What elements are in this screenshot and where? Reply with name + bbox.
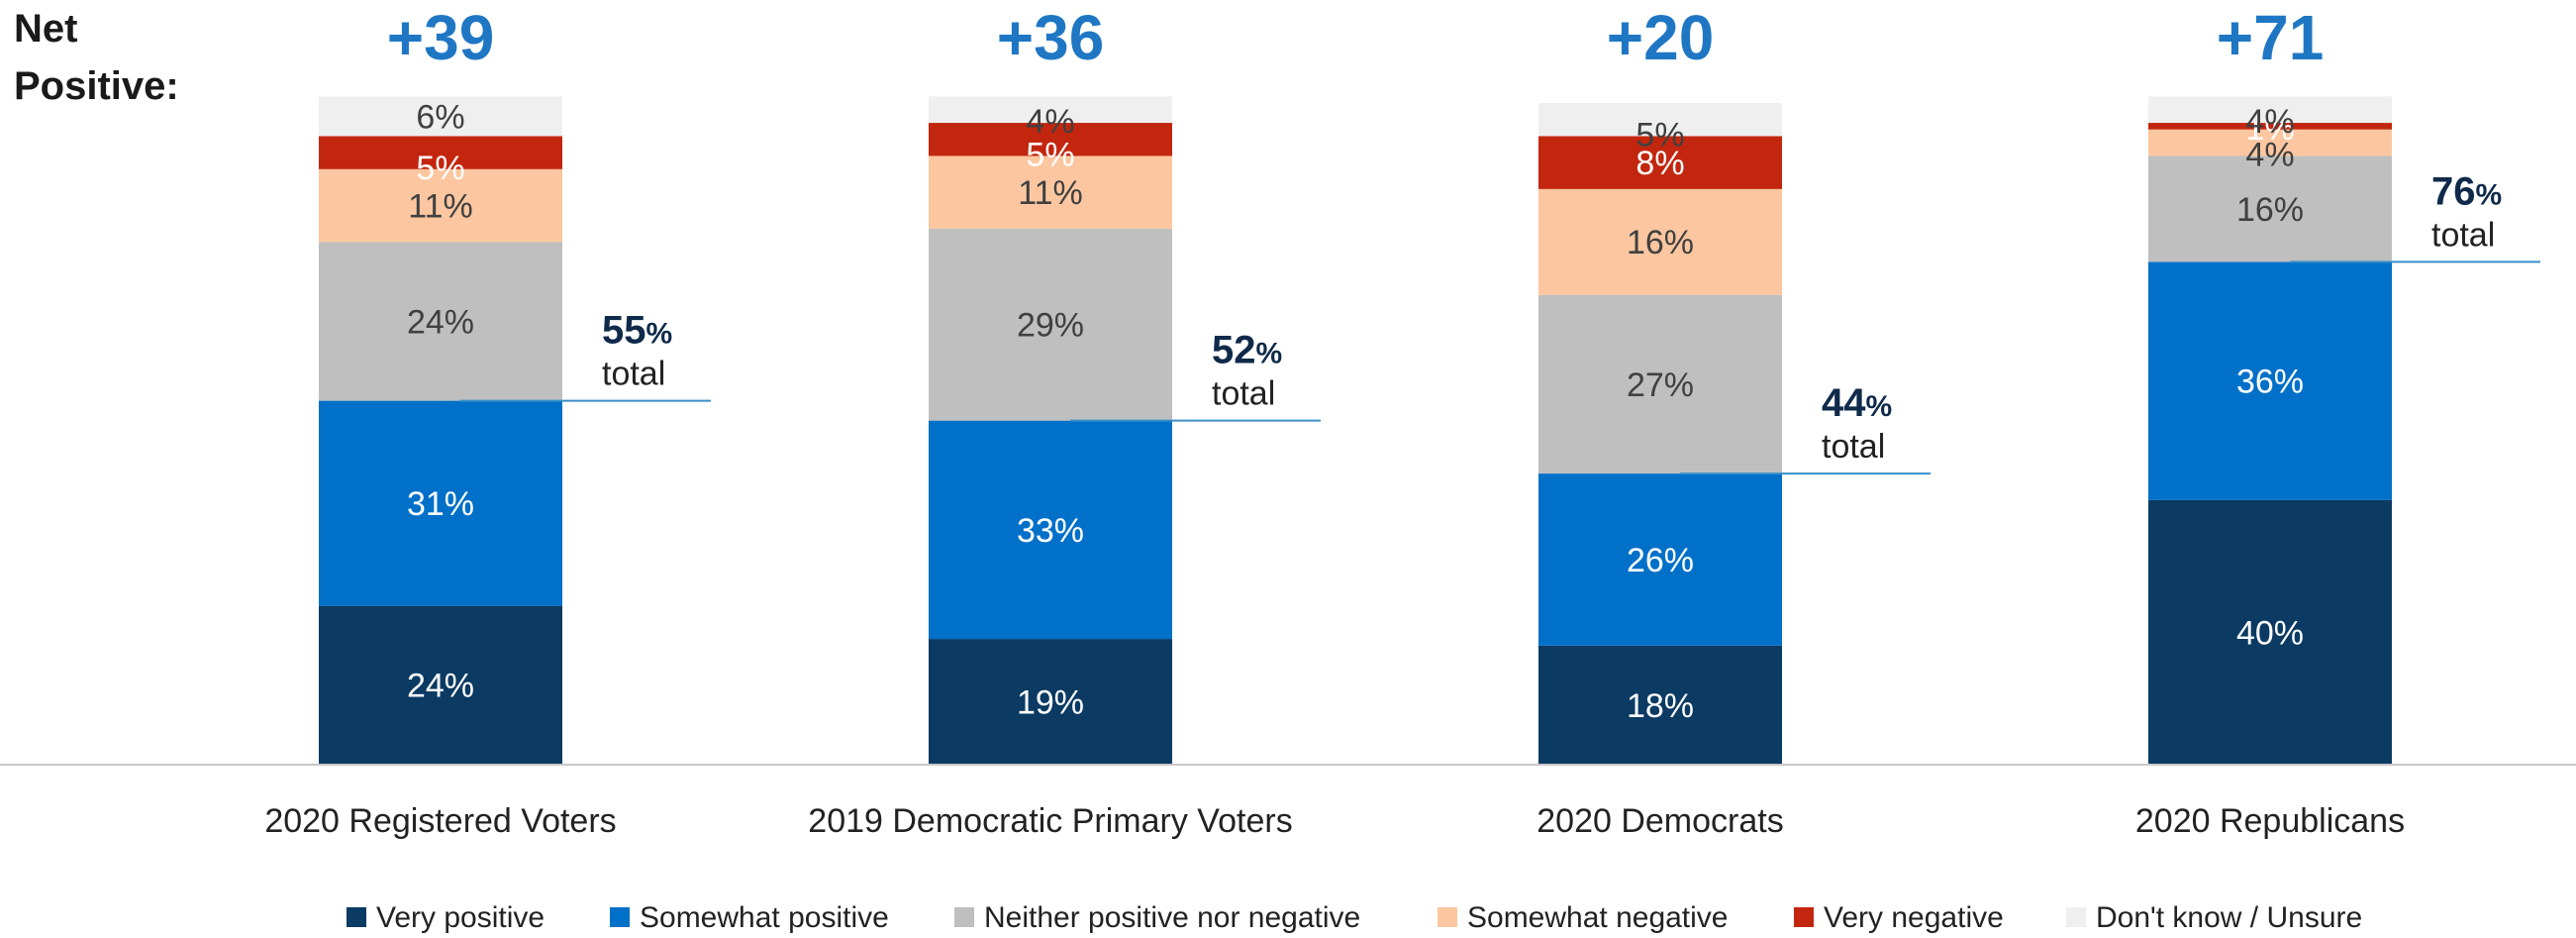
category-label: 2020 Republicans <box>2135 802 2405 840</box>
legend-swatch <box>954 907 974 927</box>
legend-swatch <box>1437 907 1457 927</box>
bar-segment <box>2148 261 2392 500</box>
bar-segment <box>2148 123 2392 130</box>
legend-swatch <box>347 907 366 927</box>
bar-segment <box>2148 156 2392 262</box>
legend-label: Very negative <box>1824 901 2004 934</box>
bar-segment <box>929 123 1172 156</box>
legend: Very positive Somewhat positive Neither po… <box>347 901 2362 934</box>
total-number: 52 <box>1212 329 1256 372</box>
segment-value-label: 5% <box>1026 137 1074 174</box>
segment-value-label: 8% <box>1635 145 1684 182</box>
total-percent-label: 55% <box>602 309 672 353</box>
net-positive-label-line2: Positive: <box>14 64 179 108</box>
total-percent-label: 76% <box>2431 169 2502 213</box>
segment-value-label: 19% <box>1017 683 1084 721</box>
total-number: 55 <box>602 309 646 353</box>
segment-value-label: 5% <box>1635 117 1684 155</box>
segment-value-label: 11% <box>1018 174 1083 212</box>
total-percent-sign: % <box>1256 338 1283 370</box>
bar-segment <box>319 168 562 243</box>
total-number: 76 <box>2431 169 2476 213</box>
segment-value-label: 31% <box>407 485 474 523</box>
bar-segment <box>1538 136 1782 189</box>
segment-value-label: 26% <box>1627 542 1694 579</box>
net-positive-label-line1: Net <box>14 7 77 51</box>
category-label: 2019 Democratic Primary Voters <box>808 802 1292 840</box>
bar-segment <box>319 605 562 765</box>
total-word-label: total <box>602 356 665 393</box>
total-word-label: total <box>1822 428 1885 466</box>
segment-value-label: 16% <box>1627 224 1694 261</box>
segment-value-label: 18% <box>1627 687 1694 725</box>
total-percent-sign: % <box>1866 390 1893 423</box>
bar-segment <box>2148 96 2392 124</box>
segment-value-label: 27% <box>1627 366 1694 404</box>
bar-segment <box>929 156 1172 229</box>
legend-label: Somewhat positive <box>640 901 889 934</box>
segment-value-label: 16% <box>2236 191 2304 229</box>
bar-segment <box>1538 645 1782 765</box>
segment-value-label: 4% <box>2245 103 2294 141</box>
bar-segment <box>1538 188 1782 295</box>
segment-value-label: 4% <box>2245 137 2294 174</box>
segment-value-label: 33% <box>1017 512 1084 550</box>
segment-value-label: 6% <box>416 98 464 136</box>
total-percent-label: 44% <box>1822 381 1892 425</box>
bar-segment <box>929 639 1172 765</box>
bar-segment <box>1538 103 1782 137</box>
bar-segment <box>2148 499 2392 765</box>
total-word-label: total <box>2431 216 2495 254</box>
segment-value-label: 24% <box>407 303 474 341</box>
bar-segment <box>319 96 562 137</box>
bar-segment <box>1538 473 1782 646</box>
segment-value-label: 5% <box>416 150 464 187</box>
bar-segment <box>929 96 1172 124</box>
segment-value-label: 11% <box>408 187 473 225</box>
total-percent-label: 52% <box>1212 329 1282 372</box>
bar-segment <box>319 400 562 606</box>
net-positive-value: +39 <box>387 2 495 73</box>
legend-label: Neither positive nor negative <box>984 901 1360 934</box>
legend-label: Don't know / Unsure <box>2096 901 2362 934</box>
bar-segment <box>2148 129 2392 156</box>
legend-label: Somewhat negative <box>1467 901 1729 934</box>
bar-segment <box>929 228 1172 421</box>
bar-segment <box>319 242 562 401</box>
net-positive-value: +20 <box>1607 2 1715 73</box>
segment-value-label: 36% <box>2236 363 2304 400</box>
segment-value-label: 40% <box>2236 614 2304 652</box>
segment-value-label: 4% <box>1026 103 1074 141</box>
bar-segment <box>929 420 1172 640</box>
segment-value-label: 29% <box>1017 307 1084 345</box>
total-percent-sign: % <box>646 318 673 351</box>
segment-value-label: 24% <box>407 668 474 705</box>
bar-segment <box>319 136 562 169</box>
legend-label: Very positive <box>376 901 545 934</box>
legend-swatch <box>1794 907 1814 927</box>
net-positive-value: +36 <box>997 2 1105 73</box>
category-label: 2020 Democrats <box>1536 802 1783 840</box>
total-word-label: total <box>1212 375 1275 413</box>
total-number: 44 <box>1822 381 1866 425</box>
total-percent-sign: % <box>2476 178 2503 211</box>
category-label: 2020 Registered Voters <box>264 802 616 840</box>
bar-segment <box>1538 294 1782 474</box>
net-positive-value: +71 <box>2217 2 2325 73</box>
legend-swatch <box>610 907 630 927</box>
legend-swatch <box>2066 907 2086 927</box>
